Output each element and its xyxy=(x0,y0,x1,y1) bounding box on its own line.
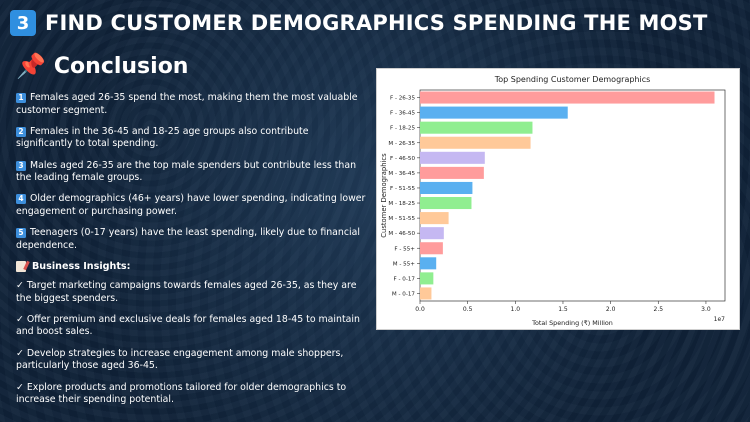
insight-item: ✓ Target marketing campaigns towards fema… xyxy=(16,280,368,305)
bar xyxy=(420,242,443,255)
conclusion-point: 4 Older demographics (46+ years) have low… xyxy=(16,193,368,218)
bar xyxy=(420,181,473,194)
number-3-icon: 3 xyxy=(16,160,26,171)
insights-heading: Business Insights: xyxy=(16,260,368,272)
y-tick-label: F - 26-35 xyxy=(390,96,415,102)
x-tick-label: 0.0 xyxy=(415,306,425,313)
y-tick-label: M - 46-50 xyxy=(388,231,415,237)
y-tick-label: F - 51-55 xyxy=(390,186,415,192)
bar xyxy=(420,197,472,210)
insight-text: Offer premium and exclusive deals for fe… xyxy=(16,313,360,338)
number-4-icon: 4 xyxy=(16,194,26,205)
y-tick-label: F - 0-17 xyxy=(394,276,416,282)
insight-text: Explore products and promotions tailored… xyxy=(16,381,347,406)
conclusion-point-text: Older demographics (46+ years) have lowe… xyxy=(16,193,366,217)
bar xyxy=(420,151,485,164)
x-tick-label: 3.0 xyxy=(701,306,711,313)
y-tick-label: F - 36-45 xyxy=(390,111,415,117)
insight-item: ✓ Offer premium and exclusive deals for f… xyxy=(16,314,368,339)
bar xyxy=(420,121,533,134)
check-icon: ✓ xyxy=(16,381,24,393)
insight-text: Target marketing campaigns towards femal… xyxy=(16,279,357,304)
check-icon: ✓ xyxy=(16,347,24,359)
conclusion-point: 1 Females aged 26-35 spend the most, maki… xyxy=(16,92,368,117)
insight-item: ✓ Explore products and promotions tailore… xyxy=(16,382,368,407)
check-icon: ✓ xyxy=(16,279,24,291)
check-icon: ✓ xyxy=(16,313,24,325)
number-1-icon: 1 xyxy=(16,93,26,103)
y-tick-label: M - 55+ xyxy=(393,261,416,267)
y-tick-label: F - 18-25 xyxy=(390,126,415,132)
conclusion-point: 3 Males aged 26-35 are the top male spend… xyxy=(16,160,368,185)
y-tick-label: M - 51-55 xyxy=(388,216,415,222)
conclusion-point-text: Teenagers (0-17 years) have the least sp… xyxy=(16,227,360,251)
y-axis-label: Customer Demographics xyxy=(380,153,388,238)
y-tick-label: M - 18-25 xyxy=(388,201,415,207)
x-scale-label: 1e7 xyxy=(714,316,726,323)
y-tick-label: M - 26-35 xyxy=(388,141,415,147)
bar xyxy=(420,227,444,240)
insight-item: ✓ Develop strategies to increase engageme… xyxy=(16,348,368,373)
plot-frame xyxy=(419,89,726,302)
x-tick-label: 1.0 xyxy=(511,306,521,313)
bar xyxy=(420,106,568,119)
bar xyxy=(420,166,484,179)
conclusion-point-text: Females in the 36-45 and 18-25 age group… xyxy=(16,125,309,150)
bar xyxy=(420,272,434,285)
y-tick-label: M - 0-17 xyxy=(392,291,416,297)
chart-title: Top Spending Customer Demographics xyxy=(494,75,651,84)
spending-chart: Top Spending Customer Demographics F - 26… xyxy=(376,68,740,330)
conclusion-title: Conclusion xyxy=(53,54,189,79)
conclusion-point: 5 Teenagers (0-17 years) have the least s… xyxy=(16,227,368,252)
x-tick-label: 0.5 xyxy=(463,306,473,313)
conclusion-point-text: Males aged 26-35 are the top male spende… xyxy=(16,159,357,184)
x-tick-label: 1.5 xyxy=(558,306,568,313)
bar xyxy=(420,212,449,225)
y-tick-label: F - 55+ xyxy=(394,246,415,252)
section-number-badge: 3 xyxy=(10,10,36,36)
pushpin-icon: 📌 xyxy=(16,52,46,80)
slide-header: 3 FIND CUSTOMER DEMOGRAPHICS SPENDING TH… xyxy=(10,10,708,36)
insights-title: Business Insights: xyxy=(32,260,131,272)
y-tick-label: F - 46-50 xyxy=(390,156,415,162)
number-2-icon: 2 xyxy=(16,126,26,137)
x-tick-label: 2.0 xyxy=(606,306,616,313)
slide-title: FIND CUSTOMER DEMOGRAPHICS SPENDING THE … xyxy=(45,11,708,35)
conclusion-point: 2 Females in the 36-45 and 18-25 age grou… xyxy=(16,126,368,151)
number-5-icon: 5 xyxy=(16,228,26,239)
conclusion-list: 1 Females aged 26-35 spend the most, maki… xyxy=(16,92,368,416)
conclusion-point-text: Females aged 26-35 spend the most, makin… xyxy=(16,92,358,116)
y-tick-label: M - 36-45 xyxy=(388,171,415,177)
insight-text: Develop strategies to increase engagemen… xyxy=(16,347,344,372)
bar xyxy=(420,136,531,149)
conclusion-heading: 📌 Conclusion xyxy=(16,54,188,79)
bar-chart-svg: Top Spending Customer Demographics F - 26… xyxy=(380,75,726,327)
memo-icon xyxy=(16,260,26,272)
bar xyxy=(420,257,437,270)
bar xyxy=(420,91,715,104)
x-axis-label: Total Spending (₹) Million xyxy=(531,319,613,327)
bar xyxy=(420,287,432,300)
x-tick-label: 2.5 xyxy=(654,306,664,313)
